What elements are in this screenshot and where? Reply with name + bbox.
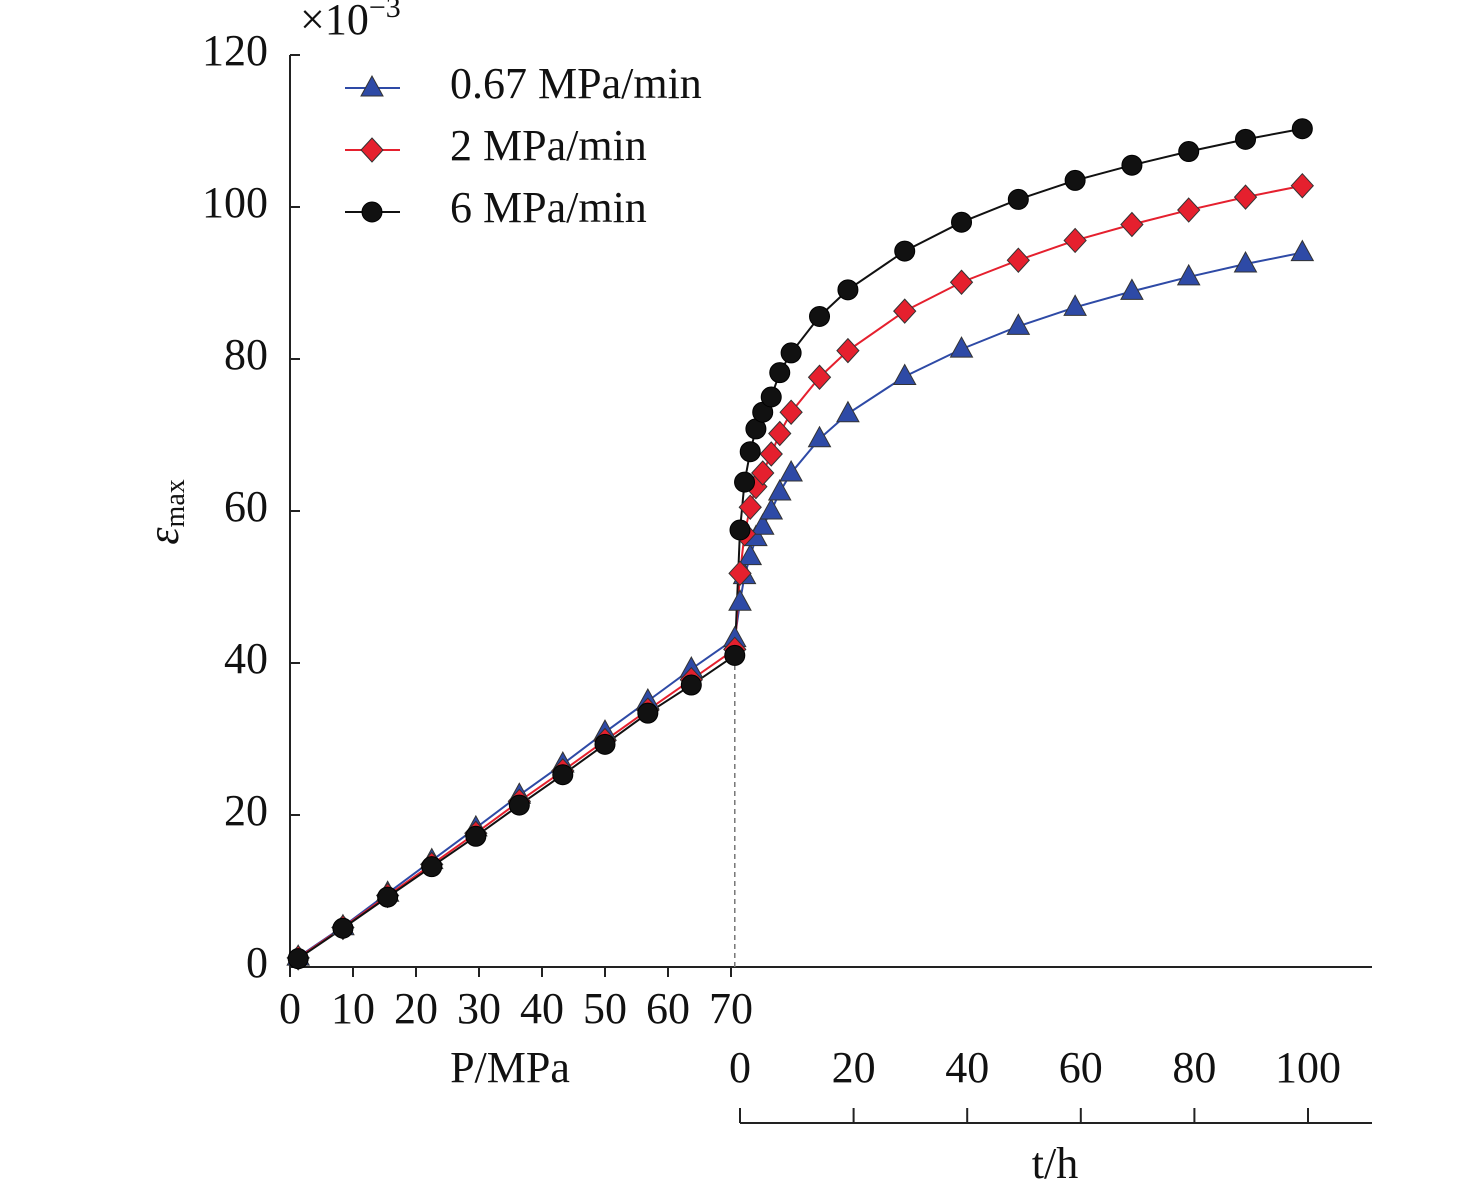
marker xyxy=(739,441,761,463)
marker xyxy=(724,644,746,666)
marker xyxy=(552,764,574,786)
x-tick-label: 20 xyxy=(394,984,438,1033)
marker xyxy=(1063,227,1087,254)
marker xyxy=(1120,278,1144,300)
x2-tick-label: 40 xyxy=(945,1043,989,1092)
x-tick-label: 0 xyxy=(279,984,301,1033)
legend-marker xyxy=(360,74,384,97)
y-tick-label: 20 xyxy=(224,786,268,835)
x2-tick-label: 60 xyxy=(1059,1043,1103,1092)
marker xyxy=(951,211,973,233)
marker xyxy=(807,364,832,390)
x-tick-label: 10 xyxy=(331,984,375,1033)
marker xyxy=(1233,184,1258,210)
y-tick-label: 40 xyxy=(224,634,268,683)
marker xyxy=(1178,141,1200,163)
x2-tick-label: 20 xyxy=(832,1043,876,1092)
legend-label: 2 MPa/min xyxy=(450,121,647,170)
marker xyxy=(809,305,831,327)
marker xyxy=(508,794,530,816)
x-tick-label: 60 xyxy=(646,984,690,1033)
marker xyxy=(1064,169,1086,191)
marker xyxy=(836,400,860,423)
y-tick-label: 0 xyxy=(246,938,268,987)
marker xyxy=(1290,239,1315,262)
marker xyxy=(728,560,752,587)
marker xyxy=(287,948,309,970)
marker xyxy=(728,589,752,611)
marker xyxy=(734,471,756,493)
x2-tick-label: 100 xyxy=(1275,1043,1341,1092)
marker xyxy=(767,478,792,501)
x-tick-label: 30 xyxy=(457,984,501,1033)
marker xyxy=(779,399,803,425)
x2-tick-label: 0 xyxy=(729,1043,751,1092)
marker xyxy=(1120,211,1144,238)
legend-label: 0.67 MPa/min xyxy=(450,59,702,108)
marker xyxy=(760,386,782,408)
marker xyxy=(750,513,775,535)
marker xyxy=(1290,172,1314,199)
marker xyxy=(738,494,762,520)
marker xyxy=(729,519,751,541)
marker xyxy=(807,425,832,448)
marker xyxy=(1063,294,1087,316)
marker xyxy=(769,362,791,384)
marker xyxy=(738,543,763,566)
marker xyxy=(1121,154,1143,176)
y-axis-label: εmax xyxy=(139,479,191,545)
legend-marker xyxy=(361,201,383,223)
y-tick-label: 100 xyxy=(202,178,268,227)
legend-marker xyxy=(360,137,384,163)
marker xyxy=(1291,118,1313,140)
marker xyxy=(837,279,859,301)
legend-label: 6 MPa/min xyxy=(450,183,647,232)
marker xyxy=(1233,250,1258,273)
marker xyxy=(1006,313,1031,335)
marker xyxy=(768,420,792,447)
y-tick-label: 80 xyxy=(224,330,268,379)
y-label-sub: max xyxy=(160,479,191,527)
marker xyxy=(780,342,802,364)
marker xyxy=(1235,128,1257,150)
marker xyxy=(949,336,974,358)
marker xyxy=(1176,263,1201,286)
y-tick-label: 120 xyxy=(202,26,268,75)
y-multiplier-exp: −3 xyxy=(369,0,401,24)
marker xyxy=(759,497,784,520)
x2-tick-label: 80 xyxy=(1172,1043,1216,1092)
y-tick-label: 60 xyxy=(224,482,268,531)
marker xyxy=(377,886,399,908)
marker xyxy=(680,674,702,696)
y-label: ε xyxy=(139,527,188,545)
marker xyxy=(594,733,616,755)
x-tick-label: 70 xyxy=(709,984,753,1033)
marker xyxy=(779,459,803,482)
y-multiplier: ×10−3 xyxy=(300,0,401,44)
marker xyxy=(836,337,860,364)
marker xyxy=(1006,247,1030,273)
marker xyxy=(893,298,917,324)
marker xyxy=(892,363,917,385)
marker xyxy=(759,441,783,467)
y-multiplier-base: ×10 xyxy=(300,0,369,44)
marker xyxy=(1007,188,1029,210)
marker xyxy=(1177,197,1201,223)
series-line xyxy=(739,251,1303,603)
x-axis-label: P/MPa xyxy=(450,1043,570,1092)
marker xyxy=(894,240,916,262)
marker xyxy=(332,917,354,939)
svg-text:εmax: εmax xyxy=(139,479,191,545)
x-tick-label: 50 xyxy=(583,984,627,1033)
marker xyxy=(949,269,974,295)
marker xyxy=(465,825,487,847)
x2-axis-label: t/h xyxy=(1032,1139,1078,1188)
marker xyxy=(421,856,443,878)
marker xyxy=(637,702,659,724)
x-tick-label: 40 xyxy=(520,984,564,1033)
marker xyxy=(751,460,775,486)
